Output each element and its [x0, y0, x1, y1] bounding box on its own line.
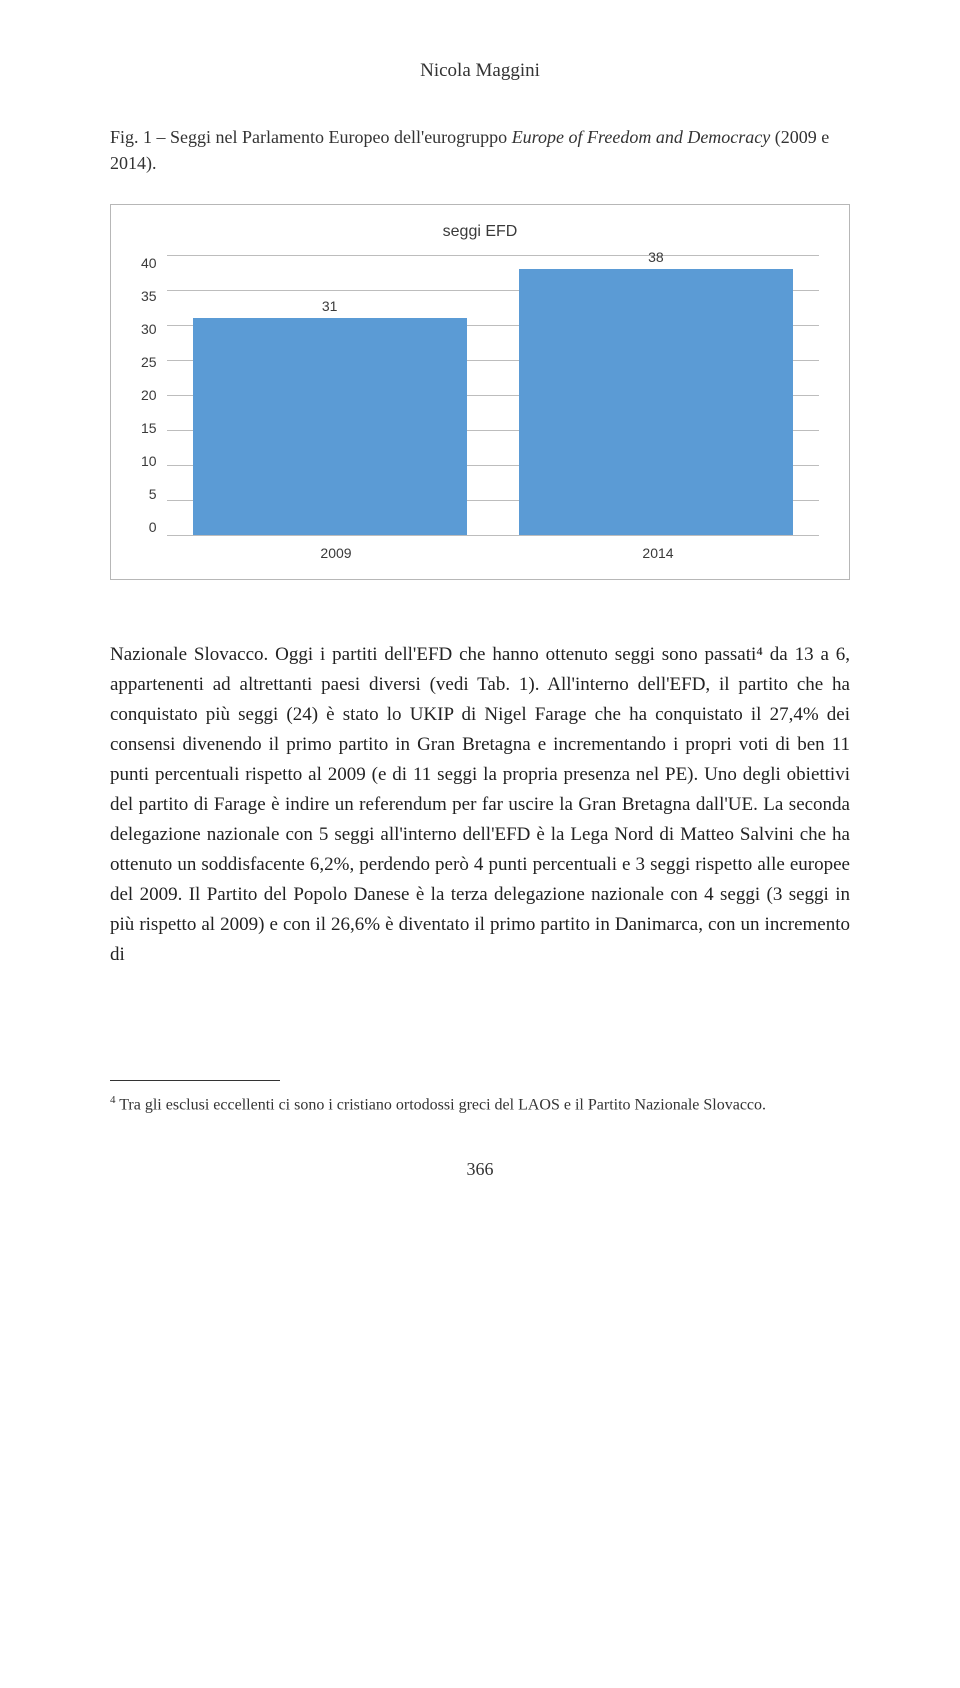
fig-label-pre: Seggi nel Parlamento Europeo dell'eurogr…	[170, 127, 512, 147]
y-axis: 40 35 30 25 20 15 10 5 0	[141, 255, 167, 535]
fig-label-prefix: Fig. 1 –	[110, 127, 170, 147]
author-name: Nicola Maggini	[110, 60, 850, 82]
bar-rect	[193, 318, 467, 535]
ytick: 5	[149, 486, 157, 502]
bar-2009: 31	[193, 298, 467, 535]
x-axis-spacer	[141, 545, 175, 561]
bar-2014: 38	[519, 249, 793, 535]
bar-rect	[519, 269, 793, 535]
chart-container: seggi EFD 40 35 30 25 20 15 10 5 0 31	[110, 204, 850, 580]
fig-label-italic: Europe of Freedom and Democracy	[512, 127, 771, 147]
footnote-text: Tra gli esclusi eccellenti ci sono i cri…	[116, 1097, 767, 1114]
body-paragraph: Nazionale Slovacco. Oggi i partiti dell'…	[110, 640, 850, 970]
footnote: 4 Tra gli esclusi eccellenti ci sono i c…	[110, 1093, 850, 1117]
ytick: 0	[149, 519, 157, 535]
xtick: 2009	[320, 545, 351, 561]
plot-area: 31 38	[167, 255, 819, 535]
chart-title: seggi EFD	[141, 223, 819, 241]
ytick: 30	[141, 321, 157, 337]
bar-value-label: 38	[648, 249, 664, 265]
page-number: 366	[110, 1159, 850, 1180]
gridline	[167, 535, 819, 536]
ytick: 25	[141, 354, 157, 370]
ytick: 15	[141, 420, 157, 436]
xtick: 2014	[642, 545, 673, 561]
x-axis-labels: 2009 2014	[175, 545, 819, 561]
bars-group: 31 38	[167, 255, 819, 535]
footnote-separator	[110, 1080, 280, 1081]
ytick: 35	[141, 288, 157, 304]
bar-value-label: 31	[322, 298, 338, 314]
figure-caption: Fig. 1 – Seggi nel Parlamento Europeo de…	[110, 124, 850, 176]
ytick: 40	[141, 255, 157, 271]
ytick: 10	[141, 453, 157, 469]
x-axis: 2009 2014	[141, 545, 819, 561]
bar-chart: 40 35 30 25 20 15 10 5 0 31	[141, 255, 819, 535]
ytick: 20	[141, 387, 157, 403]
